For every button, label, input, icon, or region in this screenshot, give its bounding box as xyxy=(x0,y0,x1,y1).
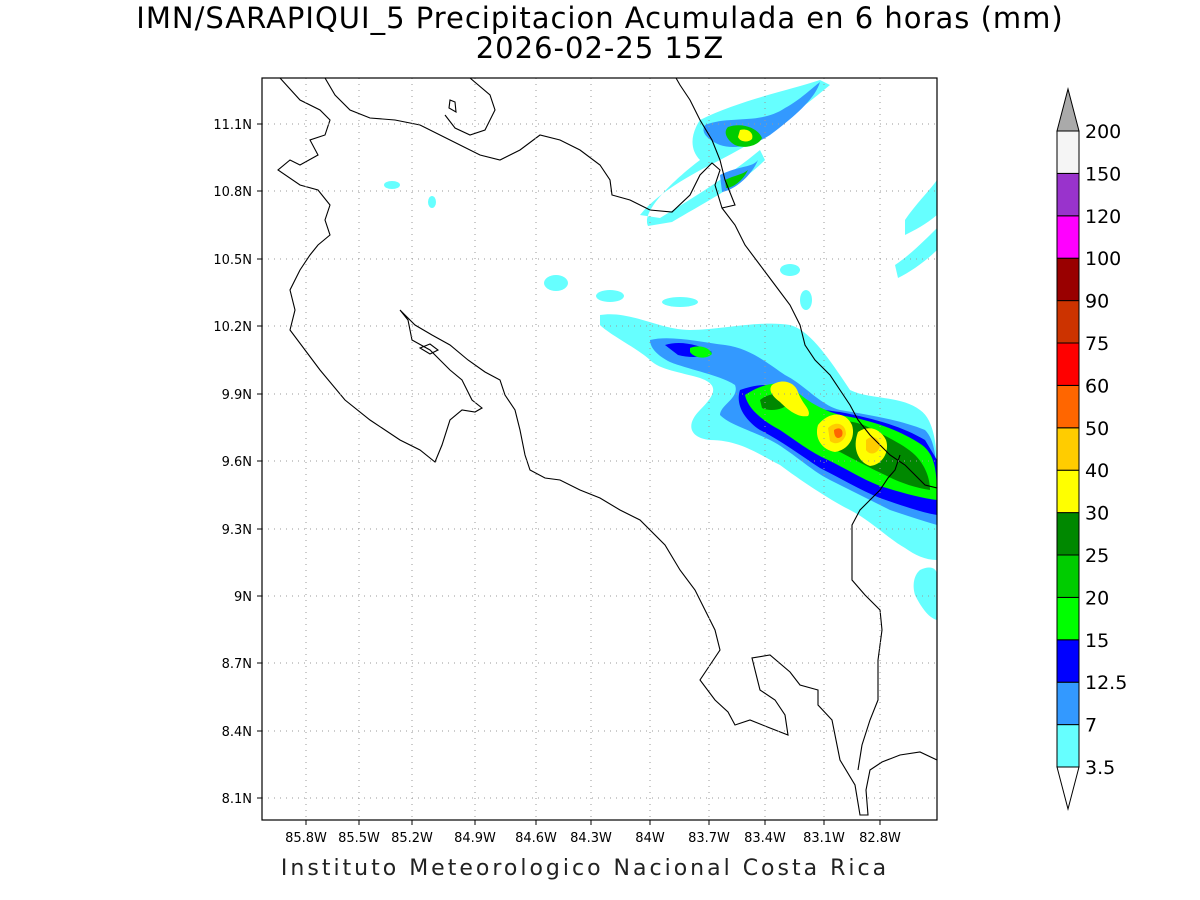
lon-tick-label: 83.7W xyxy=(688,831,730,846)
nicaragua-border xyxy=(324,78,736,213)
lat-tick-label: 8.4N xyxy=(222,725,252,740)
lat-tick-label: 9.9N xyxy=(222,388,252,403)
lat-tick-label: 10.8N xyxy=(213,185,252,200)
lon-tick-label: 83.1W xyxy=(803,831,845,846)
legend-level-label: 120 xyxy=(1085,206,1121,228)
legend-color-box xyxy=(1056,681,1080,726)
lon-tick-label: 84.3W xyxy=(570,831,612,846)
lat-tick-label: 11.1N xyxy=(213,118,252,133)
map-valid-time: 2026-02-25 15Z xyxy=(475,31,725,65)
legend-under-triangle xyxy=(1056,766,1080,811)
legend-color-box xyxy=(1056,596,1080,641)
legend-color-box xyxy=(1056,384,1080,429)
legend-color-box xyxy=(1056,172,1080,217)
legend-color-box xyxy=(1056,342,1080,386)
rain-core-yellow-1 xyxy=(770,381,809,417)
rain-cell-small xyxy=(800,290,812,310)
legend-level-label: 3.5 xyxy=(1085,757,1115,779)
legend-level-label: 75 xyxy=(1085,333,1109,355)
lat-tick-label: 8.7N xyxy=(222,657,252,672)
pacific-coastline xyxy=(277,78,937,816)
legend-level-label: 100 xyxy=(1085,248,1121,270)
gulf-island xyxy=(418,343,440,355)
nicaragua-lake-shore xyxy=(444,78,496,136)
lat-tick-label: 9N xyxy=(234,590,252,605)
lon-tick-label: 82.8W xyxy=(859,831,901,846)
lon-tick-label: 85.5W xyxy=(338,831,380,846)
rain-cell-small xyxy=(596,290,624,302)
rain-cell-small xyxy=(428,196,436,208)
rain-cell-south xyxy=(913,567,937,620)
lon-tick-label: 85.8W xyxy=(285,831,327,846)
color-legend: 3.5 7 12.5 15 20 25 30 40 50 60 75 90 100 120 150 200 xyxy=(1056,87,1127,811)
legend-level-label: 15 xyxy=(1085,630,1109,652)
legend-color-box xyxy=(1056,300,1080,344)
legend-level-label: 40 xyxy=(1085,460,1109,482)
legend-color-box xyxy=(1056,724,1080,768)
legend-level-label: 60 xyxy=(1085,375,1109,397)
lat-tick-label: 8.1N xyxy=(222,792,252,807)
rain-cell-small xyxy=(384,181,400,189)
tick-marks xyxy=(257,123,881,825)
map-frame xyxy=(261,77,938,821)
latitude-labels: 11.1N 10.8N 10.5N 10.2N 9.9N 9.6N 9.3N 9… xyxy=(213,118,252,807)
lat-tick-label: 10.5N xyxy=(213,253,252,268)
grid-lines xyxy=(262,78,937,820)
rain-cell-small xyxy=(780,264,800,276)
legend-color-box xyxy=(1056,512,1080,556)
lon-tick-label: 85.2W xyxy=(391,831,433,846)
panama-border xyxy=(851,454,901,771)
lat-tick-label: 9.6N xyxy=(222,455,252,470)
legend-color-box xyxy=(1056,130,1080,174)
legend-level-label: 25 xyxy=(1085,545,1109,567)
legend-level-label: 12.5 xyxy=(1085,672,1127,694)
footer-credit: Instituto Meteorologico Nacional Costa R… xyxy=(280,856,890,881)
legend-level-label: 200 xyxy=(1085,121,1121,143)
lon-tick-label: 84.9W xyxy=(454,831,496,846)
legend-level-label: 150 xyxy=(1085,163,1121,185)
coastline xyxy=(277,78,937,816)
legend-level-label: 7 xyxy=(1085,715,1097,737)
rain-cell-north2-green xyxy=(725,170,748,188)
legend-level-label: 90 xyxy=(1085,291,1109,313)
lat-tick-label: 9.3N xyxy=(222,523,252,538)
rain-cell-east xyxy=(895,180,937,278)
lon-tick-label: 83.4W xyxy=(744,831,786,846)
legend-color-box xyxy=(1056,427,1080,471)
rain-cell-north-yellow xyxy=(738,129,753,142)
legend-over-triangle xyxy=(1056,87,1080,132)
map-title: IMN/SARAPIQUI_5 Precipitacion Acumulada … xyxy=(136,1,1064,35)
longitude-labels: 85.8W 85.5W 85.2W 84.9W 84.6W 84.3W 84W … xyxy=(285,831,901,846)
rain-cell-small xyxy=(662,297,698,307)
lat-tick-label: 10.2N xyxy=(213,320,252,335)
legend-color-box xyxy=(1056,639,1080,683)
legend-color-box xyxy=(1056,469,1080,514)
rain-core-red xyxy=(834,428,843,438)
precipitation-field xyxy=(384,80,937,620)
legend-level-label: 20 xyxy=(1085,587,1109,609)
legend-color-box xyxy=(1056,257,1080,302)
lon-tick-label: 84.6W xyxy=(515,831,557,846)
caribbean-coastline xyxy=(721,207,937,489)
lake-nicaragua xyxy=(448,99,457,114)
legend-level-label: 50 xyxy=(1085,418,1109,440)
lon-tick-label: 84W xyxy=(635,831,665,846)
legend-color-box xyxy=(1056,215,1080,259)
legend-level-label: 30 xyxy=(1085,503,1109,525)
legend-color-box xyxy=(1056,554,1080,598)
rain-cell-small xyxy=(544,275,568,291)
